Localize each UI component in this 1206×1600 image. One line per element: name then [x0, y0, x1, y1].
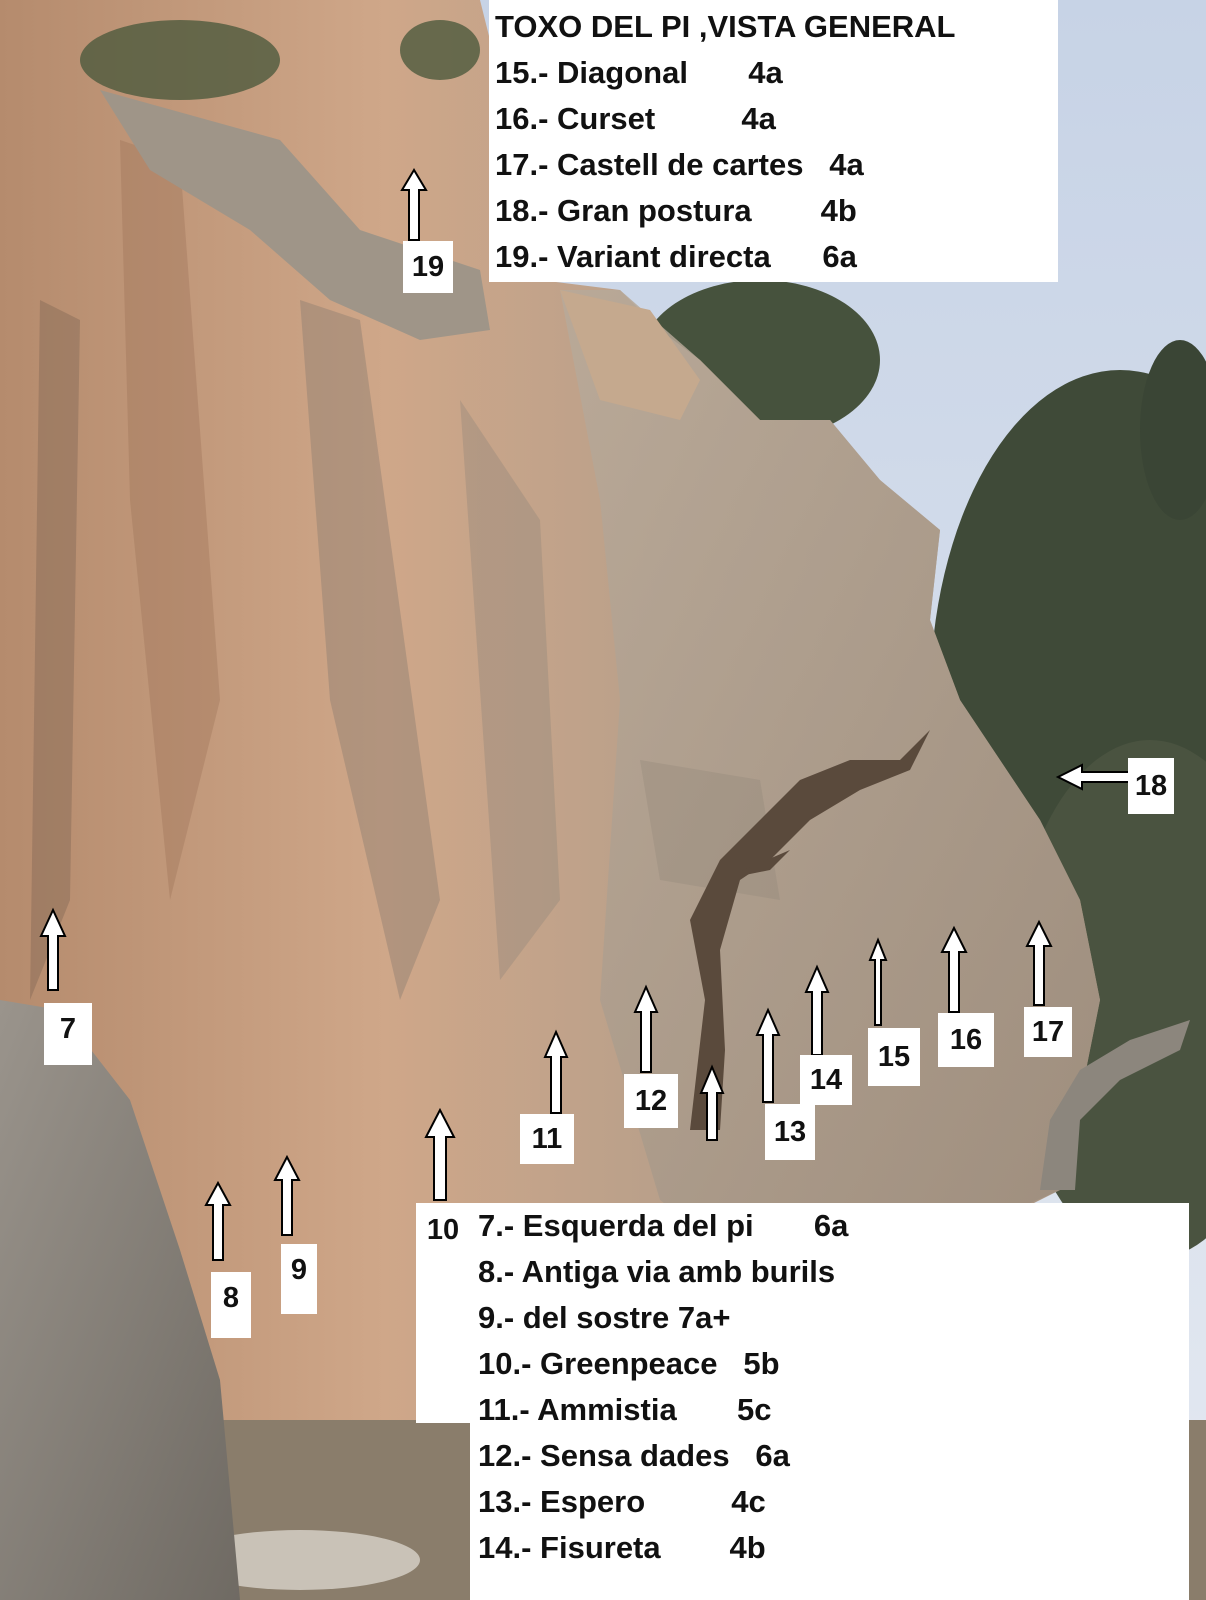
legend-line-15: 15.- Diagonal 4a — [495, 55, 783, 90]
legend-line-7: 7.- Esquerda del pi 6a — [478, 1208, 849, 1243]
legend-line-10: 10.- Greenpeace 5b — [478, 1346, 780, 1381]
legend-line-13: 13.- Espero 4c — [478, 1484, 766, 1519]
route-marker-16: 16 — [938, 1013, 994, 1067]
legend-top: TOXO DEL PI ,VISTA GENERAL 15.- Diagonal… — [489, 0, 1058, 282]
legend-line-16: 16.- Curset 4a — [495, 101, 776, 136]
legend-title: TOXO DEL PI ,VISTA GENERAL — [495, 9, 956, 44]
legend-line-17: 17.- Castell de cartes 4a — [495, 147, 864, 182]
route-marker-17: 17 — [1024, 1007, 1072, 1057]
legend-line-9: 9.- del sostre 7a+ — [478, 1300, 731, 1335]
legend-bottom: 7.- Esquerda del pi 6a 8.- Antiga via am… — [470, 1203, 1189, 1600]
route-marker-11: 11 — [520, 1114, 574, 1164]
route-marker-9: 9 — [281, 1244, 317, 1314]
route-marker-10: 10 — [426, 1214, 460, 1246]
legend-line-12: 12.- Sensa dades 6a — [478, 1438, 790, 1473]
legend-line-18: 18.- Gran postura 4b — [495, 193, 857, 228]
legend-line-8: 8.- Antiga via amb burils — [478, 1254, 836, 1289]
legend-line-11: 11.- Ammistia 5c — [478, 1392, 772, 1427]
legend-line-19: 19.- Variant directa 6a — [495, 239, 857, 274]
route-marker-8: 8 — [211, 1272, 251, 1338]
route-marker-12: 12 — [624, 1074, 678, 1128]
route-marker-7: 7 — [44, 1003, 92, 1065]
route-marker-14: 14 — [800, 1055, 852, 1105]
legend-line-14: 14.- Fisureta 4b — [478, 1530, 766, 1565]
route-marker-18: 18 — [1128, 758, 1174, 814]
route-marker-15: 15 — [868, 1028, 920, 1086]
legend-bottom-extension — [416, 1203, 476, 1423]
route-marker-13: 13 — [765, 1104, 815, 1160]
route-marker-19: 19 — [403, 241, 453, 293]
